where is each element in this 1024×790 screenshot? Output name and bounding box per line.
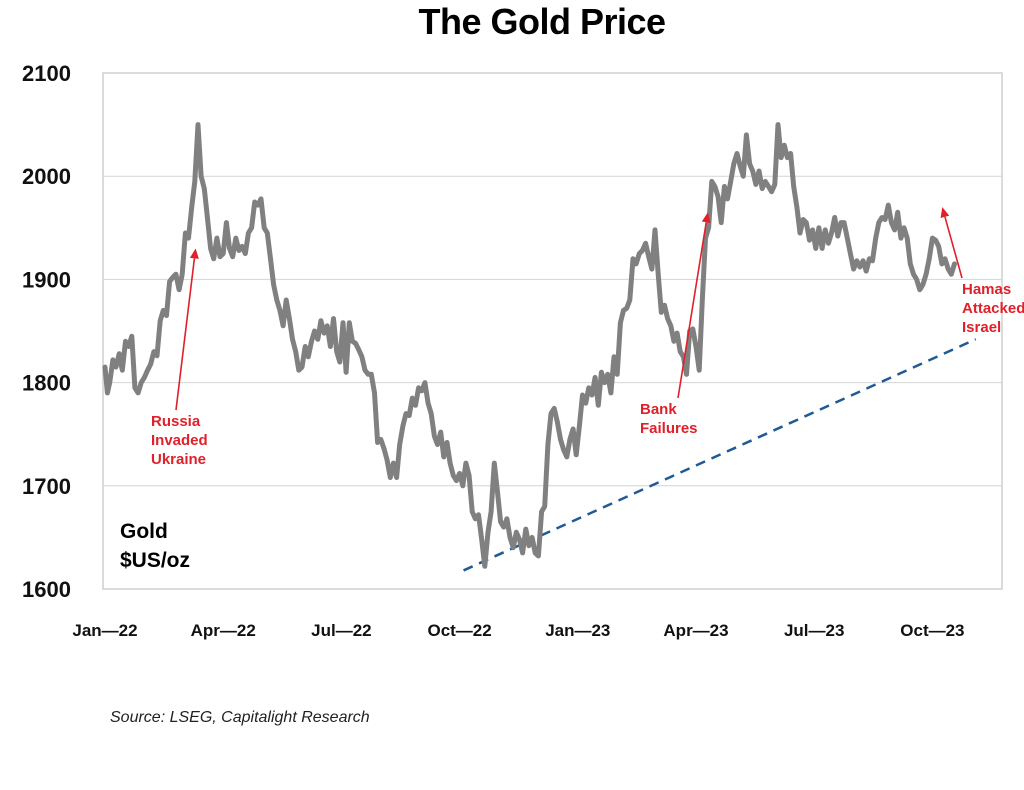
annotation-bank-failures: Bank Failures <box>640 212 711 437</box>
unit-label-gold: Gold <box>120 520 168 543</box>
y-tick-label: 1800 <box>22 371 71 396</box>
y-axis-ticks: 1600 1700 1800 1900 2000 2100 <box>22 61 71 602</box>
annotation-text: Russia <box>151 413 201 430</box>
x-tick-label: Jul—23 <box>784 621 844 640</box>
annotation-text: Israel <box>962 319 1001 336</box>
x-tick-label: Apr—23 <box>663 621 728 640</box>
annotation-russia-invaded-ukraine: Russia Invaded Ukraine <box>151 248 208 468</box>
y-tick-label: 1700 <box>22 474 71 499</box>
annotation-text: Hamas <box>962 281 1011 298</box>
x-axis-ticks: Jan—22 Apr—22 Jul—22 Oct—22 Jan—23 Apr—23 Jul—… <box>72 621 964 640</box>
y-tick-label: 1900 <box>22 267 71 292</box>
x-tick-label: Oct—23 <box>900 621 964 640</box>
annotation-text: Ukraine <box>151 451 206 468</box>
y-tick-label: 1600 <box>22 577 71 602</box>
trend-line <box>463 338 977 572</box>
y-tick-label: 2000 <box>22 164 71 189</box>
unit-label-currency: $US/oz <box>120 549 190 572</box>
gridlines <box>103 175 1002 487</box>
x-tick-label: Apr—22 <box>191 621 256 640</box>
annotations: Russia Invaded Ukraine Bank Failures Hamas Att… <box>151 207 1024 468</box>
annotation-arrow-line <box>677 222 708 399</box>
x-tick-label: Jan—22 <box>72 621 137 640</box>
annotation-arrow-head <box>940 207 950 219</box>
annotation-text: Invaded <box>151 432 208 449</box>
gold-price-line <box>102 122 957 569</box>
chart-title: The Gold Price <box>418 1 665 42</box>
annotation-text: Bank <box>640 401 677 418</box>
annotation-arrow-line <box>944 216 963 279</box>
x-tick-label: Jan—23 <box>545 621 610 640</box>
annotation-arrow-line <box>175 258 196 411</box>
x-tick-label: Jul—22 <box>311 621 371 640</box>
annotation-hamas-attacked-israel: Hamas Attacked Israel <box>940 207 1024 336</box>
annotation-arrow-head <box>189 248 199 259</box>
y-tick-label: 2100 <box>22 61 71 86</box>
annotation-arrow-head <box>701 212 711 223</box>
annotation-text: Attacked <box>962 300 1024 317</box>
annotation-text: Failures <box>640 420 698 437</box>
source-note: Source: LSEG, Capitalight Research <box>110 709 370 726</box>
plot-frame <box>102 72 1003 590</box>
x-tick-label: Oct—22 <box>427 621 491 640</box>
